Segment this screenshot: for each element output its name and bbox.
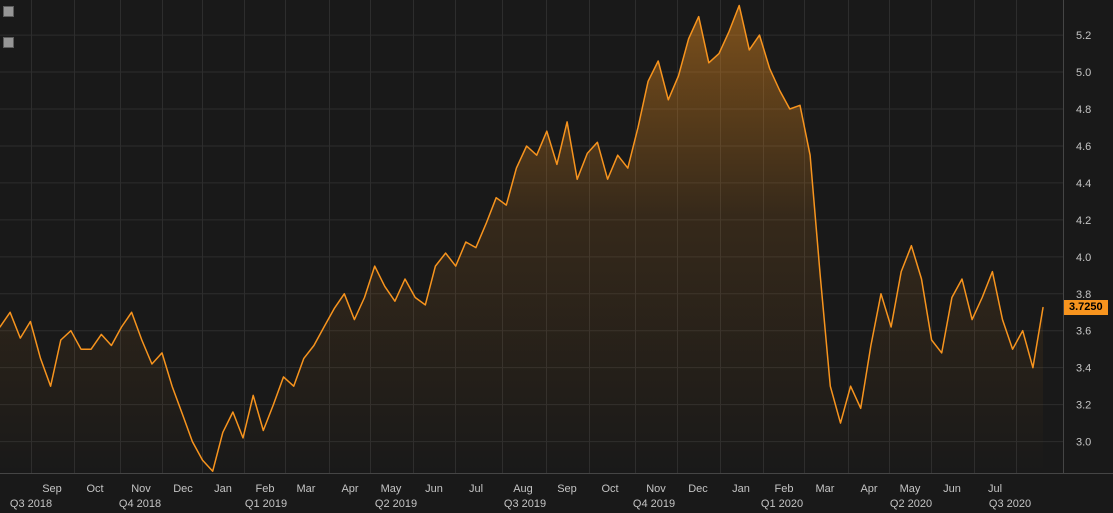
x-axis-quarter-label: Q1 2020	[761, 498, 803, 510]
x-axis-quarter-label: Q2 2019	[375, 498, 417, 510]
y-axis-tick-label: 3.4	[1076, 363, 1091, 375]
x-axis-month-label: Jun	[425, 483, 443, 495]
x-axis-month-label: Apr	[341, 483, 358, 495]
x-axis-month-label: Jul	[988, 483, 1002, 495]
y-axis-tick-label: 3.2	[1076, 400, 1091, 412]
x-axis-quarter-label: Q3 2019	[504, 498, 546, 510]
y-axis-tick-label: 3.0	[1076, 437, 1091, 449]
x-axis-month-label: Jan	[732, 483, 750, 495]
y-axis-tick-label: 3.6	[1076, 326, 1091, 338]
y-axis-tick-label: 5.0	[1076, 67, 1091, 79]
x-axis-month-label: Apr	[860, 483, 877, 495]
x-axis-month-label: Sep	[42, 483, 62, 495]
y-axis-tick-label: 4.4	[1076, 178, 1091, 190]
x-axis-month-label: Dec	[688, 483, 708, 495]
x-axis-month-label: Oct	[86, 483, 103, 495]
y-axis-tick-label: 4.8	[1076, 104, 1091, 116]
x-axis-month-label: Nov	[131, 483, 151, 495]
y-axis-tick-label: 4.2	[1076, 215, 1091, 227]
chart-drag-handle-bottom[interactable]	[3, 37, 14, 48]
x-axis-quarter-label: Q1 2019	[245, 498, 287, 510]
y-axis-tick-label: 3.8	[1076, 289, 1091, 301]
x-axis-month-label: May	[900, 483, 921, 495]
y-axis-tick-label: 5.2	[1076, 30, 1091, 42]
x-axis-month-label: Feb	[256, 483, 275, 495]
y-axis-tick-label: 4.6	[1076, 141, 1091, 153]
x-axis-month-label: Sep	[557, 483, 577, 495]
price-line	[0, 4, 1044, 472]
x-axis-quarter-label: Q2 2020	[890, 498, 932, 510]
x-axis-month-label: Aug	[513, 483, 533, 495]
x-axis-quarter-label: Q3 2018	[10, 498, 52, 510]
x-axis-month-label: Feb	[775, 483, 794, 495]
x-axis-month-label: Jul	[469, 483, 483, 495]
x-axis-month-label: Mar	[297, 483, 316, 495]
x-axis-month-label: Oct	[601, 483, 618, 495]
last-price-badge[interactable]: 3.7250	[1064, 300, 1108, 316]
x-axis-month-label: Jun	[943, 483, 961, 495]
x-axis-month-label: Dec	[173, 483, 193, 495]
x-axis-month-label: May	[381, 483, 402, 495]
x-axis-quarter-label: Q4 2019	[633, 498, 675, 510]
x-axis-month-label: Nov	[646, 483, 666, 495]
x-axis-quarter-label: Q3 2020	[989, 498, 1031, 510]
x-axis-quarter-label: Q4 2018	[119, 498, 161, 510]
y-axis-tick-label: 4.0	[1076, 252, 1091, 264]
x-axis-month-label: Mar	[816, 483, 835, 495]
area-fill	[0, 5, 1043, 473]
chart-drag-handle-top[interactable]	[3, 6, 14, 17]
x-axis-month-label: Jan	[214, 483, 232, 495]
